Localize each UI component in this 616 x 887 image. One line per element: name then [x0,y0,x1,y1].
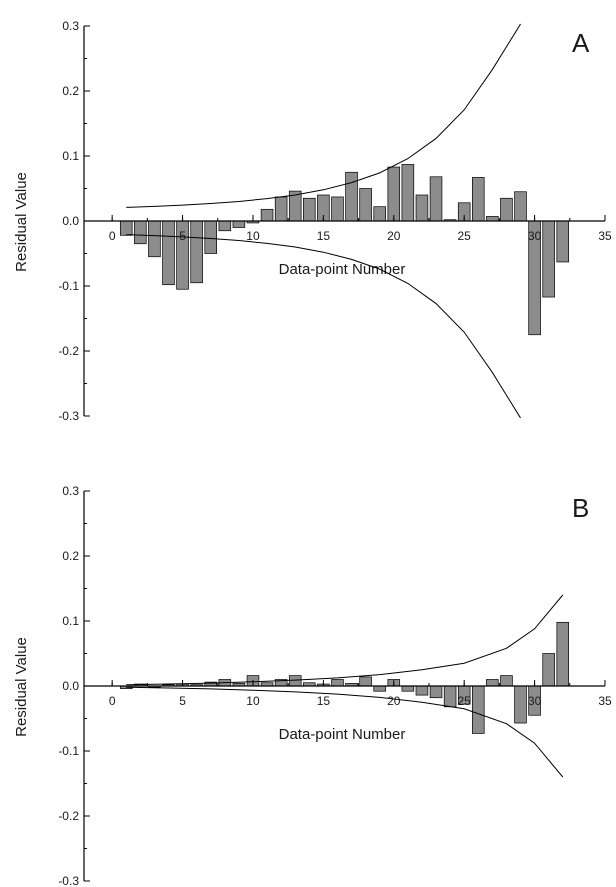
residual-bar [542,220,555,298]
residual-bar [514,191,527,222]
y-tick-label: -0.2 [58,344,79,358]
y-tick-label: 0.3 [62,19,79,33]
y-tick-label: 0.0 [62,214,79,228]
residual-bar [556,621,570,687]
x-tick-label: 30 [528,229,542,243]
residual-bar [148,220,161,258]
y-tick-label: -0.1 [58,279,79,293]
x-tick-label: 20 [387,229,401,243]
residual-bar [514,685,527,724]
x-tick-label: 35 [598,694,612,708]
residual-bar [486,216,499,222]
residual-bar [190,220,203,284]
y-tick-label: 0.1 [62,149,79,163]
residual-bar [415,194,429,222]
y-tick-label: -0.3 [58,409,79,423]
y-tick-label: 0.2 [62,549,79,563]
residual-bar [232,220,246,228]
x-tick-label: 5 [179,694,186,708]
x-tick-label: 35 [598,229,612,243]
residual-bar [162,220,175,286]
x-tick-label: 15 [317,694,331,708]
residual-bar [472,177,485,222]
envelope-lower-curve [126,686,564,778]
residual-bar [274,196,288,222]
x-tick-label: 10 [246,694,260,708]
panel-letter: A [572,28,590,58]
residual-bar [373,685,386,692]
residual-bar [134,220,147,245]
residual-bar [331,196,344,222]
x-tick-label: 0 [109,229,116,243]
y-tick-label: 0.1 [62,614,79,628]
residual-bar [429,176,443,222]
y-tick-label: 0.3 [62,484,79,498]
residual-bar [401,164,415,222]
residual-bar [359,676,372,687]
residual-bar [443,685,457,708]
residual-bar [542,653,555,687]
residual-bar [429,685,443,699]
panel-letter: B [572,493,589,523]
y-axis-title: Residual Value [13,637,30,737]
chart-panel-a: A Residual Value Data-point Number 0.3 0.… [13,19,612,423]
x-tick-label: 30 [528,694,542,708]
residual-bar [260,208,274,222]
residual-bar [486,679,499,687]
x-axis-title: Data-point Number [279,261,406,278]
y-tick-label: 0.0 [62,679,79,693]
residual-bar [472,685,485,734]
y-tick-label: -0.2 [58,809,79,823]
envelope-upper-curve [126,23,521,208]
residual-bar [359,188,372,222]
x-tick-label: 25 [458,229,472,243]
y-tick-label: 0.2 [62,84,79,98]
y-tick-label: -0.1 [58,744,79,758]
x-tick-label: 15 [317,229,331,243]
y-tick-label: -0.3 [58,874,79,887]
envelope-lower-curve [126,234,521,419]
envelope-upper-curve [126,594,564,686]
x-tick-label: 20 [387,694,401,708]
residual-bar [119,220,133,236]
residual-bar [218,220,232,232]
residual-bar [415,685,429,696]
x-tick-label: 10 [246,229,260,243]
residual-bar [401,685,415,692]
x-tick-label: 0 [109,694,116,708]
residual-bar [500,675,513,687]
chart-panel-b: B Residual Value Data-point Number 0.3 0.… [13,484,612,887]
residual-bar [331,679,344,687]
residual-bar [373,206,386,222]
residual-bar [303,197,316,222]
residual-bar [204,220,218,254]
x-tick-label: 5 [179,229,186,243]
residual-bar [345,171,358,222]
residual-bar [500,197,513,222]
x-axis-title: Data-point Number [279,726,406,743]
residual-bar [387,166,401,222]
y-axis-title: Residual Value [13,172,30,272]
x-tick-label: 25 [458,694,472,708]
residual-bar [556,220,570,263]
